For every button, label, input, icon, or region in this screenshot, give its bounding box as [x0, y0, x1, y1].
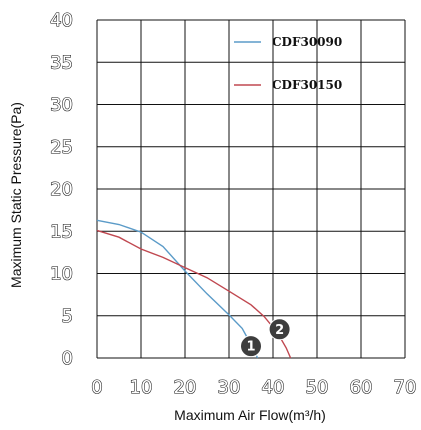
y-tick-label: 40	[50, 10, 73, 31]
x-tick-label: 10	[130, 377, 153, 398]
x-tick-label: 60	[350, 377, 373, 398]
chart-grid	[96, 19, 406, 359]
y-tick-label: 30	[50, 95, 73, 116]
y-tick-label: 35	[50, 52, 73, 73]
y-tick-label: 10	[50, 264, 73, 285]
legend: CDF30090 CDF30150	[234, 35, 342, 92]
y-tick-label: 5	[62, 306, 73, 327]
series-line-cdf30090	[96, 219, 259, 359]
x-tick-label: 70	[394, 377, 417, 398]
y-tick-label: 20	[50, 179, 73, 200]
y-axis-label: Maximum Static Pressure(Pa)	[8, 102, 24, 288]
x-axis-ticks: 0 10 20 30 40 50 60 70	[91, 376, 417, 398]
curve-marker-label: 1	[246, 340, 255, 355]
y-tick-label: 15	[50, 221, 73, 242]
y-axis-ticks: 0 5 10 15 20 25 30 35 40	[50, 9, 74, 369]
x-tick-label: 40	[262, 377, 285, 398]
x-axis-label: Maximum Air Flow(m³/h)	[174, 407, 326, 423]
x-tick-label: 20	[174, 377, 197, 398]
series-line-cdf30150	[96, 229, 292, 359]
curve-markers: 12	[240, 318, 291, 358]
y-tick-label: 0	[62, 348, 73, 369]
x-tick-label: 30	[218, 377, 241, 398]
x-tick-label: 0	[91, 377, 102, 398]
y-tick-label: 25	[50, 137, 73, 158]
data-series	[96, 219, 292, 359]
curve-marker-circle	[240, 335, 262, 358]
curve-marker-label: 2	[275, 323, 284, 338]
curve-marker-circle	[268, 318, 291, 341]
x-tick-label: 50	[306, 377, 329, 398]
legend-label: CDF30150	[272, 78, 342, 92]
legend-label: CDF30090	[272, 35, 342, 49]
